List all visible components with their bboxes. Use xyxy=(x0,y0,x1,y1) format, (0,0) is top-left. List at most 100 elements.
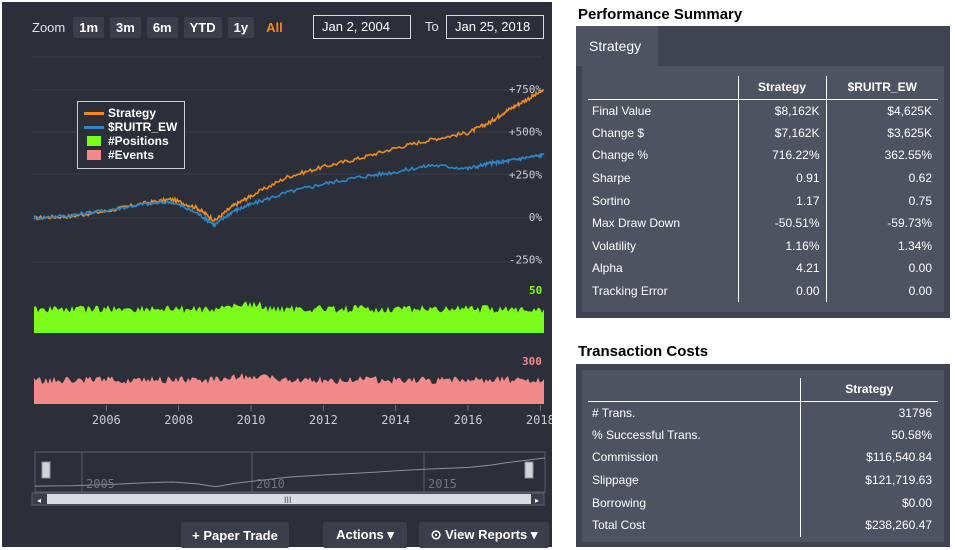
scroll-right-icon[interactable]: ▸ xyxy=(535,496,539,505)
navigator-line xyxy=(34,457,546,488)
year-ticks: 2006 2008 2010 2012 2014 2016 2018 xyxy=(92,405,552,427)
metric-benchmark-value: 1.34% xyxy=(825,234,938,258)
positions-band: 50 xyxy=(34,284,544,333)
year-tick-label: 2014 xyxy=(381,413,410,427)
y-tick-label: +250% xyxy=(509,168,542,181)
metric-name: Change $ xyxy=(592,125,645,140)
cost-name: Borrowing xyxy=(592,495,647,510)
metric-benchmark-value: $3,625K xyxy=(825,121,938,145)
scrollbar[interactable]: ◂ ▸ III xyxy=(31,492,545,506)
navigator-left-handle[interactable] xyxy=(41,461,51,479)
performance-summary-panel: Strategy Strategy $RUITR_EW Final Value $… xyxy=(576,26,950,318)
metric-name: Volatility xyxy=(592,238,637,253)
events-area xyxy=(34,372,544,404)
zoom-6m-button[interactable]: 6m xyxy=(146,16,178,38)
metric-benchmark-value: $4,625K xyxy=(825,99,938,122)
zoom-3m-button[interactable]: 3m xyxy=(110,16,141,38)
metric-strategy-value: 0.91 xyxy=(737,166,826,190)
legend-label-events: #Events xyxy=(108,148,155,162)
header-strategy: Strategy xyxy=(737,76,826,100)
legend-label-strategy: Strategy xyxy=(108,106,157,120)
tab-strategy[interactable]: Strategy xyxy=(576,26,658,66)
metric-benchmark-value: 0.62 xyxy=(825,166,938,190)
legend-swatch-strategy xyxy=(84,111,104,115)
performance-table-container: Strategy $RUITR_EW Final Value $8,162K $4,… xyxy=(582,66,944,312)
cost-name: Commission xyxy=(592,450,659,465)
year-tick-label: 2016 xyxy=(454,413,483,427)
header-benchmark: $RUITR_EW xyxy=(825,76,938,100)
table-row: # Trans. 31796 xyxy=(588,401,938,424)
scroll-left-icon[interactable]: ◂ xyxy=(37,496,41,505)
cost-name: # Trans. xyxy=(592,405,636,420)
metric-benchmark-value: 362.55% xyxy=(825,144,938,167)
legend-swatch-positions xyxy=(87,136,101,146)
series-lines xyxy=(33,89,545,229)
cost-value: $116,540.84 xyxy=(799,446,938,469)
metric-strategy-value: 4.21 xyxy=(737,257,826,280)
y-tick-label: 0% xyxy=(529,211,543,224)
zoom-ytd-button[interactable]: YTD xyxy=(183,16,222,38)
chart-legend[interactable]: Strategy $RUITR_EW #Positions #Events xyxy=(77,101,185,169)
performance-title: Performance Summary xyxy=(578,6,743,23)
table-row: Alpha 4.21 0.00 xyxy=(588,257,938,280)
cost-value: 50.58% xyxy=(799,423,938,447)
metric-strategy-value: 0.00 xyxy=(737,279,826,303)
navigator[interactable]: 2005 2010 2015 xyxy=(34,451,546,493)
table-row: Change % 716.22% 362.55% xyxy=(588,144,938,167)
legend-item-positions[interactable]: #Positions xyxy=(84,134,178,148)
legend-swatch-events xyxy=(87,150,101,160)
metric-name: Sortino xyxy=(592,193,631,208)
zoom-all-button[interactable]: All xyxy=(266,19,283,35)
table-row: Volatility 1.16% 1.34% xyxy=(588,234,938,258)
costs-title: Transaction Costs xyxy=(578,343,709,360)
from-date-input[interactable]: Jan 2, 2004 xyxy=(313,15,411,39)
navigator-right-handle[interactable] xyxy=(524,461,534,479)
performance-table: Strategy $RUITR_EW Final Value $8,162K $4,… xyxy=(588,76,938,303)
table-row: Sortino 1.17 0.75 xyxy=(588,189,938,212)
legend-item-benchmark[interactable]: $RUITR_EW xyxy=(84,120,178,134)
legend-item-strategy[interactable]: Strategy xyxy=(84,106,178,120)
to-date-input[interactable]: Jan 25, 2018 xyxy=(446,15,544,39)
metric-name: Sharpe xyxy=(592,171,631,186)
actions-button[interactable]: Actions ▾ xyxy=(323,522,407,548)
y-tick-label: +750% xyxy=(509,83,542,96)
year-tick-label: 2010 xyxy=(237,413,266,427)
zoom-1y-button[interactable]: 1y xyxy=(227,16,255,38)
events-band: 300 xyxy=(34,355,544,404)
metric-name: Alpha xyxy=(592,261,623,276)
performance-chart: +750%+500%+250%0%-250% 50 300 2006 2008 20… xyxy=(31,56,552,506)
nav-label-2015: 2015 xyxy=(428,477,457,491)
costs-table-container: Strategy # Trans. 31796% Successful Trans… xyxy=(582,370,944,542)
table-row: Sharpe 0.91 0.62 xyxy=(588,166,938,190)
header-empty xyxy=(588,378,800,402)
table-header-row: Strategy xyxy=(588,378,938,402)
table-row: Commission $116,540.84 xyxy=(588,446,938,469)
legend-item-events[interactable]: #Events xyxy=(84,148,178,162)
cost-name: Total Cost xyxy=(592,518,646,533)
metric-strategy-value: $8,162K xyxy=(737,99,826,122)
metric-benchmark-value: -59.73% xyxy=(825,211,938,235)
scroll-grip-icon[interactable]: III xyxy=(284,495,292,505)
zoom-1m-button[interactable]: 1m xyxy=(73,16,105,38)
transaction-costs-panel: Strategy # Trans. 31796% Successful Trans… xyxy=(576,364,950,547)
metric-name: Tracking Error xyxy=(592,284,668,299)
positions-max-label: 50 xyxy=(529,284,542,297)
table-row: Slippage $121,719.63 xyxy=(588,468,938,492)
metric-strategy-value: 716.22% xyxy=(737,144,826,167)
scrollbar-thumb[interactable] xyxy=(47,494,531,504)
header-empty xyxy=(588,76,738,100)
cost-value: $238,260.47 xyxy=(799,513,938,537)
metric-strategy-value: $7,162K xyxy=(737,121,826,145)
metric-name: Max Draw Down xyxy=(592,216,681,231)
zoom-bar: Zoom 1m 3m 6m YTD 1y All xyxy=(32,16,295,38)
cost-name: Slippage xyxy=(592,473,639,488)
year-tick-label: 2008 xyxy=(164,413,193,427)
year-tick-label: 2006 xyxy=(92,413,121,427)
legend-label-benchmark: $RUITR_EW xyxy=(108,120,178,134)
metric-strategy-value: 1.17 xyxy=(737,189,826,212)
to-label: To xyxy=(425,19,439,34)
metric-name: Change % xyxy=(592,148,649,163)
paper-trade-button[interactable]: + Paper Trade xyxy=(181,522,289,548)
view-reports-button[interactable]: ⊙ View Reports ▾ xyxy=(419,522,549,548)
cost-value: $121,719.63 xyxy=(799,468,938,492)
